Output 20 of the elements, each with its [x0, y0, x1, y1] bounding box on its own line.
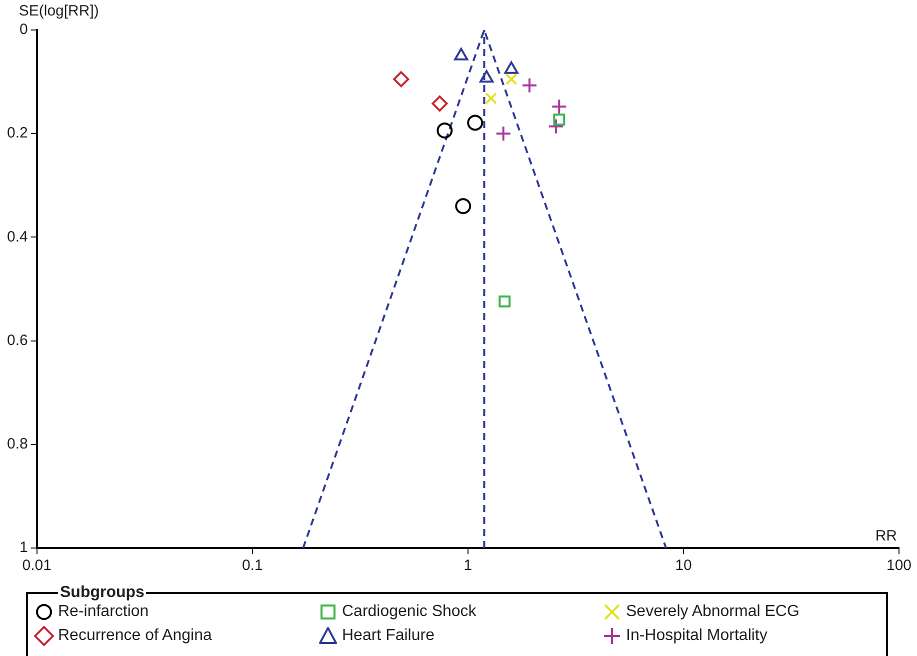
y-tick-label: 0.4 [6, 228, 28, 246]
legend-label: In-Hospital Mortality [626, 627, 768, 645]
y-tick-label: 0 [20, 21, 28, 38]
x-tick-label: 10 [675, 557, 692, 574]
x-tick-label: 0.01 [22, 557, 52, 574]
x-tick-label: 100 [886, 557, 912, 574]
legend-label: Heart Failure [342, 627, 434, 645]
legend-label: Recurrence of Angina [58, 627, 212, 645]
legend-label: Re-infarction [58, 603, 149, 621]
legend-label: Cardiogenic Shock [342, 603, 476, 621]
legend-title: Subgroups [59, 584, 146, 602]
x-tick-label: 1 [464, 557, 472, 574]
x-tick-label: 0.1 [242, 557, 263, 574]
legend-label: Severely Abnormal ECG [626, 603, 800, 621]
y-axis-title: SE(log[RR]) [18, 2, 99, 20]
y-tick-label: 1 [20, 539, 28, 556]
y-tick-label: 0.2 [6, 124, 28, 142]
y-tick-label: 0.6 [6, 332, 28, 349]
y-tick-label: 0.8 [6, 436, 28, 453]
x-axis-title: RR [875, 528, 898, 545]
